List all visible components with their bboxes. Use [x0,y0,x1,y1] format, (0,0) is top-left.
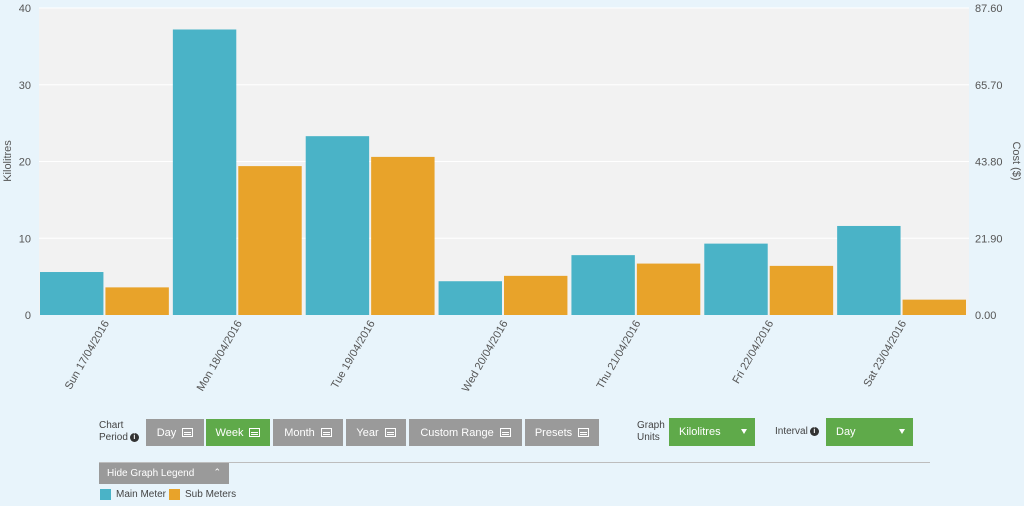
period-button-year[interactable]: Year [346,419,406,446]
y-tick-label: 10 [19,233,31,245]
graph-units-label: Graph Units [637,420,665,443]
y2-tick-label: 87.60 [975,3,1003,15]
x-tick-label: Tue 19/04/2016 [329,319,378,391]
period-button-presets[interactable]: Presets [525,419,599,446]
bar-main-meter[interactable] [571,255,635,315]
bar-main-meter[interactable] [837,225,901,315]
y-tick-label: 20 [19,157,31,169]
legend-swatch [100,489,111,500]
calendar-icon [249,428,261,437]
y2-tick-label: 43.80 [975,157,1003,169]
dropdown-caret-icon [899,429,905,434]
chevron-up-icon: ⌃ [213,467,221,477]
bar-sub-meters[interactable] [105,287,169,315]
calendar-icon [320,428,332,437]
y2-tick-label: 65.70 [975,80,1003,92]
bar-sub-meters[interactable] [371,156,435,315]
bar-sub-meters[interactable] [902,299,966,315]
interval-select[interactable]: Day [826,418,913,446]
interval-label: Interval i [775,426,819,438]
legend-item-main-meter: Main Meter [100,489,166,500]
period-button-month[interactable]: Month [273,419,343,446]
bar-chart: 0 10 20 30 40 0.00 21.90 43.80 65.70 87.60 Sun 1… [2,3,1022,395]
bar-main-meter[interactable] [305,136,370,315]
legend-item-sub-meters: Sub Meters [169,489,236,500]
x-tick-label: Sun 17/04/2016 [63,319,112,392]
calendar-icon [384,428,396,437]
bar-main-meter[interactable] [438,281,502,315]
y2-tick-label: 0.00 [975,310,996,322]
bar-main-meter[interactable] [172,29,237,316]
bar-sub-meters[interactable] [636,263,701,315]
bar-sub-meters[interactable] [769,265,834,315]
calendar-icon [499,428,511,437]
x-tick-label: Wed 20/04/2016 [460,319,511,395]
y-tick-label: 30 [19,80,31,92]
x-tick-label: Fri 22/04/2016 [730,319,776,386]
dropdown-caret-icon [741,429,747,434]
period-button-custom-range[interactable]: Custom Range [409,419,522,446]
bar-main-meter[interactable] [704,243,768,315]
graph-units-select[interactable]: Kilolitres [669,418,755,446]
hide-graph-legend-button[interactable]: Hide Graph Legend ⌃ [99,463,229,484]
chart-period-label: Chart Period i [99,420,139,444]
calendar-icon [578,428,590,437]
divider [99,462,930,463]
info-icon[interactable]: i [129,432,139,442]
chart-controls: Chart Period i Day Week Month Year Custom… [0,410,1024,506]
info-icon[interactable]: i [809,426,819,436]
bar-main-meter[interactable] [40,272,104,315]
y-tick-label: 40 [19,3,31,15]
x-tick-label: Sat 23/04/2016 [861,319,909,390]
y2-tick-label: 21.90 [975,233,1003,245]
y2-axis-title: Cost ($) [1010,141,1022,180]
bar-sub-meters[interactable] [504,275,568,315]
y-tick-label: 0 [25,310,31,322]
y-axis-title: Kilolitres [2,140,14,182]
x-tick-label: Mon 18/04/2016 [195,319,245,394]
period-button-week[interactable]: Week [206,419,270,446]
legend-swatch [169,489,180,500]
x-tick-label: Thu 21/04/2016 [595,319,644,392]
bar-sub-meters[interactable] [238,166,302,315]
calendar-icon [182,428,194,437]
period-button-day[interactable]: Day [146,419,204,446]
